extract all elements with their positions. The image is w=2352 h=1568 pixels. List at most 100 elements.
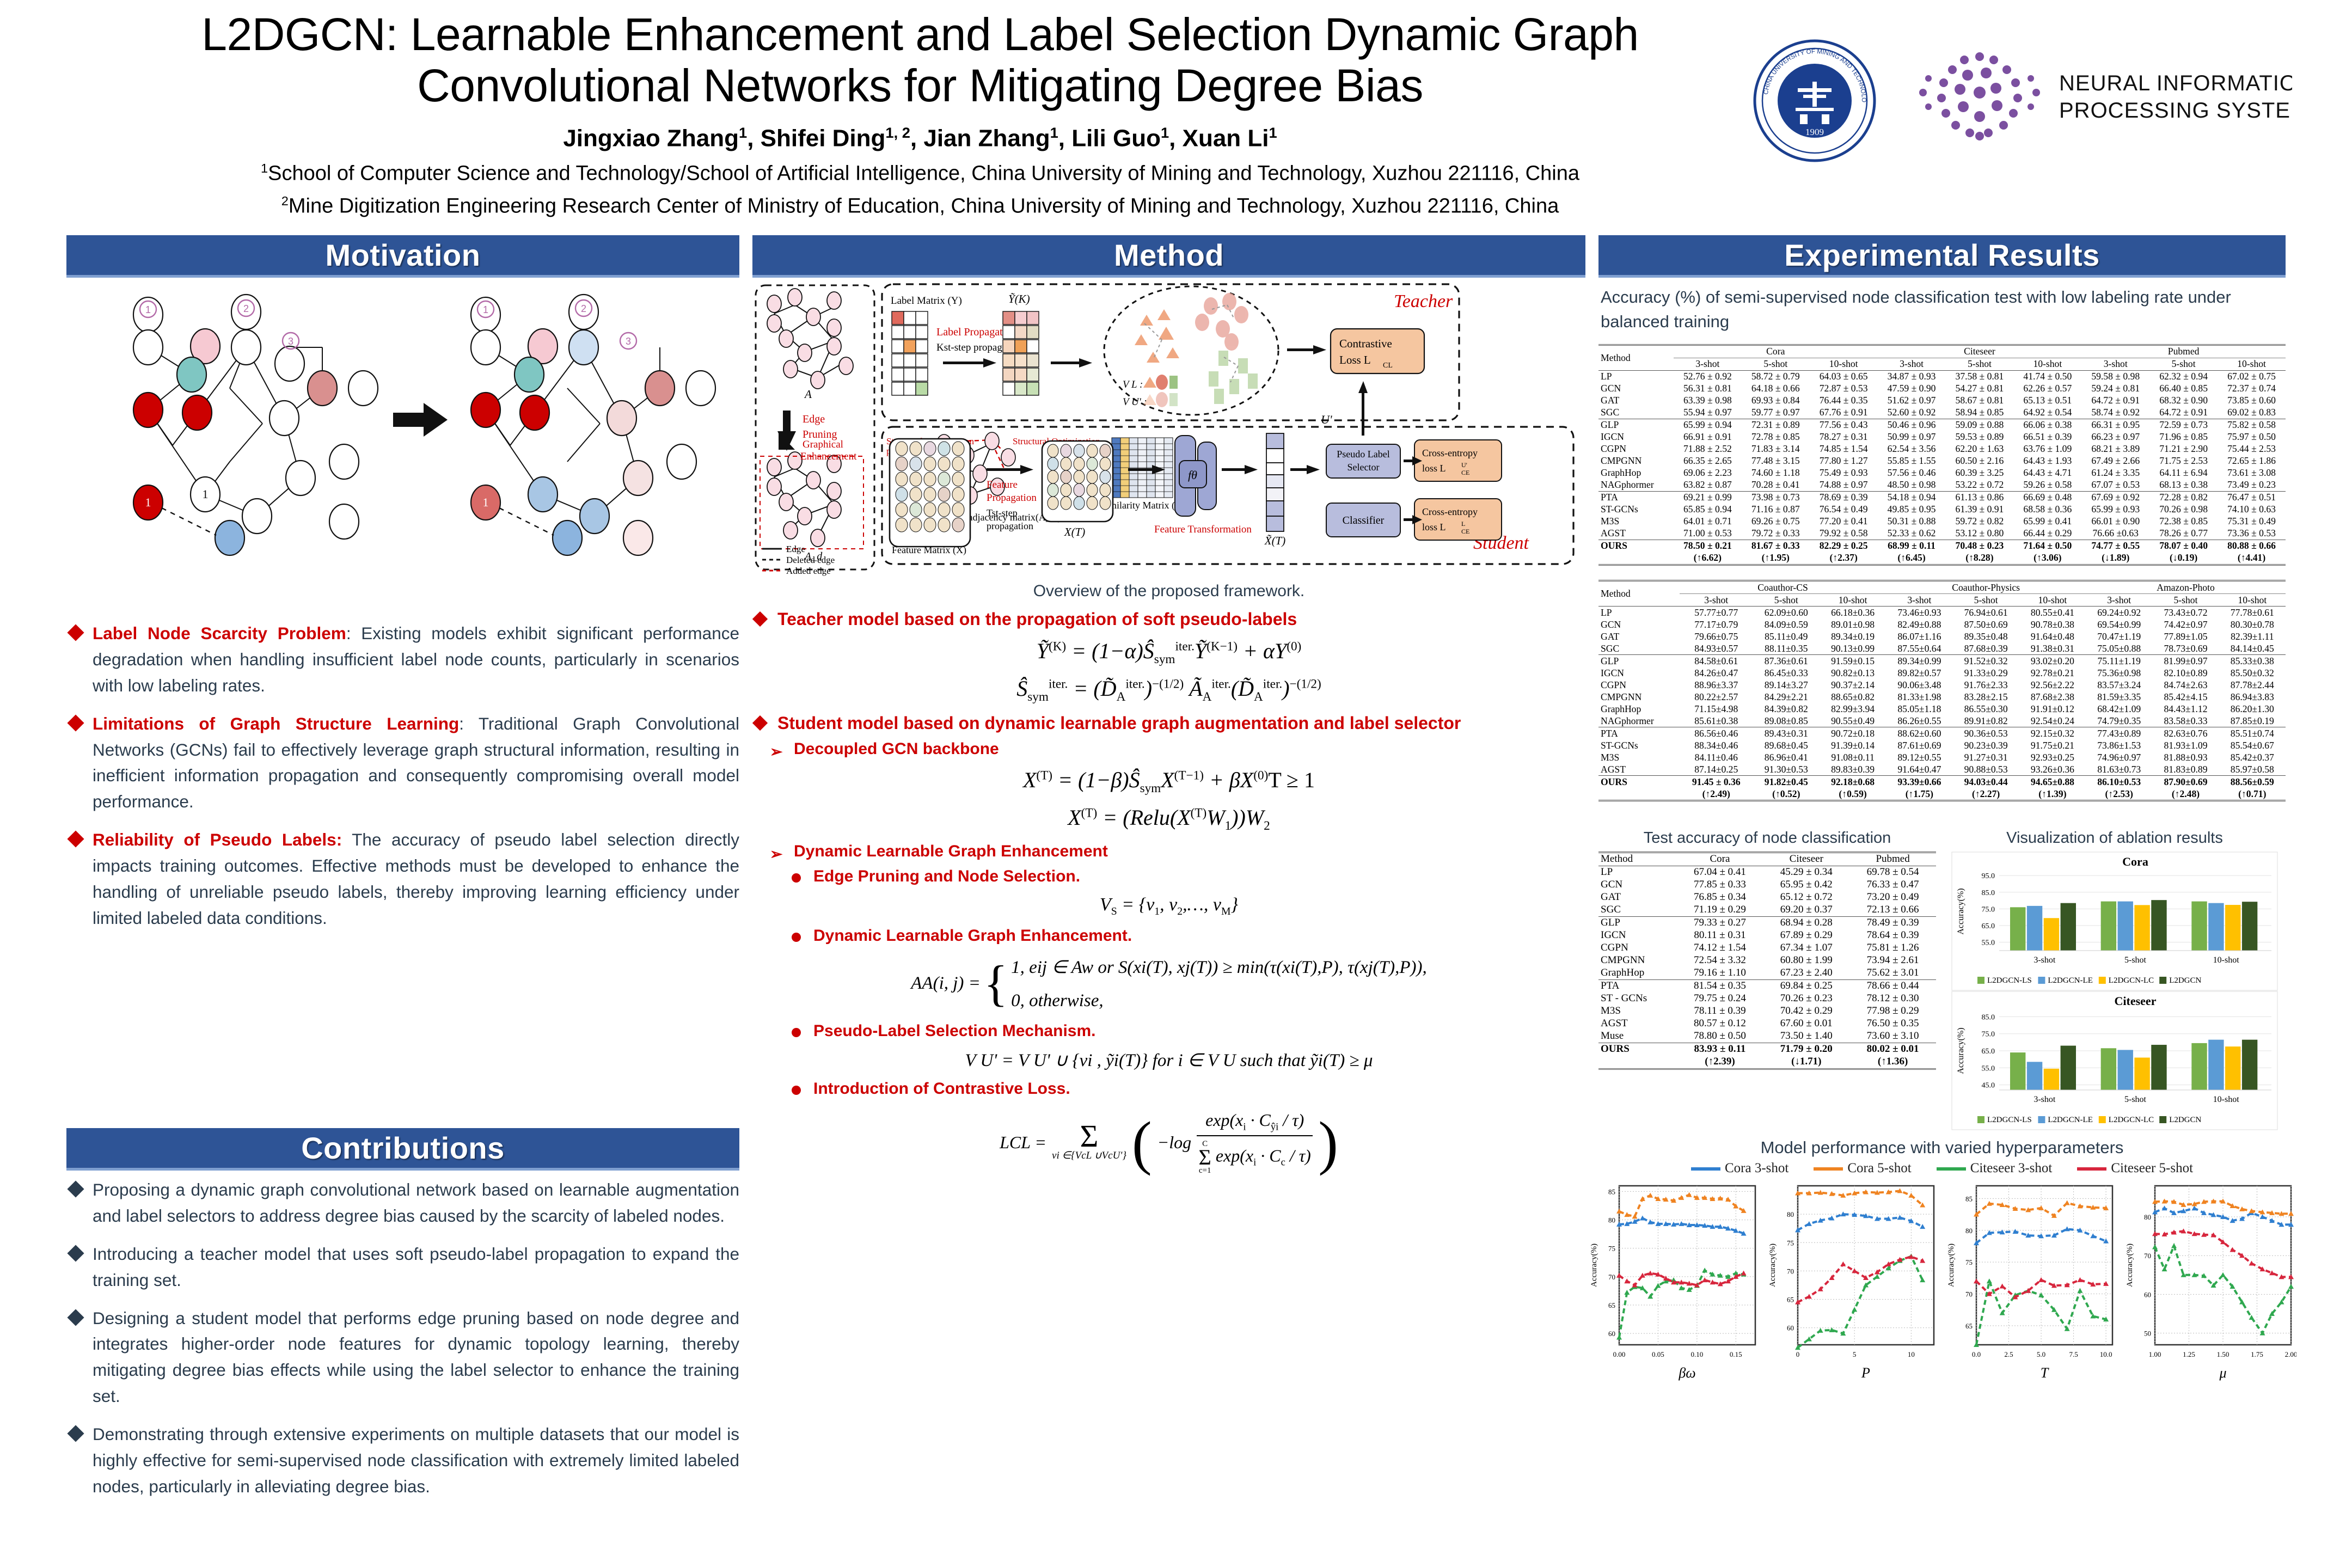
- chart-marker: [1717, 1195, 1723, 1200]
- table-cell-method: GLP: [1601, 917, 1620, 929]
- table-cell-value: 84.14±0.45: [2230, 642, 2274, 654]
- table-header-shot: 5-shot: [2171, 358, 2196, 370]
- chart-xtick: 0.15: [1730, 1350, 1742, 1358]
- table-row: GLP 79.33 ± 0.27 68.94 ± 0.28 78.49 ± 0.39: [1598, 916, 1936, 929]
- chart-marker: [1795, 1299, 1800, 1304]
- legend-swatch: [1690, 1167, 1720, 1171]
- chart-legend-swatch: [1977, 1116, 1984, 1123]
- table-cell-value: 87.90±0.69: [2164, 776, 2208, 787]
- table-cell-value: 81.54 ± 0.35: [1694, 980, 1746, 992]
- table-cell-value: 91.91±0.12: [2030, 703, 2074, 714]
- chart-xtick: 0.10: [1690, 1350, 1703, 1358]
- chart-xtick: 10: [1908, 1350, 1915, 1358]
- diamond-bullet-icon: [752, 715, 768, 731]
- chart-marker: [1874, 1216, 1880, 1221]
- chart-legend-swatch: [2038, 976, 2045, 984]
- chart-bar: [2191, 1043, 2207, 1090]
- table-cell-value: 73.46±0.93: [1897, 607, 1941, 618]
- hyperparam-charts: 60 65 70 75 80 85 0.00 0.05 0.10 0.15 Accuracy(%) β…: [1590, 1178, 2296, 1385]
- chart-marker: [1624, 1221, 1630, 1226]
- table-cell-value: 91.76±2.33: [1964, 679, 2008, 690]
- chart-marker: [1908, 1218, 1914, 1223]
- table-cell-method: PTA: [1601, 727, 1618, 739]
- method-subheading-backbone-label: Decoupled GCN backbone: [794, 740, 999, 758]
- affiliation-2: 2Mine Digitization Engineering Research …: [281, 194, 1559, 218]
- table-cell-value: 63.39 ± 0.98: [1683, 395, 1732, 406]
- chart-marker: [1639, 1215, 1645, 1221]
- chart-marker: [2269, 1210, 2275, 1215]
- table-header: Pubmed: [1876, 853, 1910, 865]
- chart-marker: [1806, 1336, 1812, 1342]
- table-header-shot: 3-shot: [1907, 594, 1932, 605]
- chart-marker: [1829, 1215, 1835, 1221]
- table-row: GCN 77.85 ± 0.33 65.95 ± 0.42 76.33 ± 0.47: [1598, 879, 1936, 891]
- table-cell-value: 80.57 ± 0.12: [1694, 1018, 1746, 1030]
- table-cell-value: 78.80 ± 0.50: [1694, 1030, 1746, 1042]
- chart-marker: [1639, 1196, 1645, 1201]
- table-cell-method: CMPGNN: [1601, 455, 1642, 467]
- chart-ylabel: Accuracy(%): [2126, 1244, 2134, 1287]
- table-cell-value: 86.20±1.30: [2230, 703, 2274, 714]
- table-header-dataset: Citeseer: [1964, 346, 1995, 357]
- table-cell-value: 66.18±0.36: [1831, 607, 1875, 618]
- table-cell-value: 66.40 ± 0.85: [2159, 383, 2208, 394]
- table-cell-value: 78.64 ± 0.39: [1866, 929, 1919, 941]
- chart-marker: [2152, 1199, 2158, 1204]
- method-bullet-dynamic-enhancement-label: Dynamic Learnable Graph Enhancement.: [813, 926, 1132, 945]
- table-cell-value: 69.54±0.99: [2097, 618, 2141, 630]
- table-cell-value: 87.68±2.38: [2030, 691, 2074, 702]
- table-cell-method: GAT: [1601, 891, 1621, 903]
- table-cell-method: IGCN: [1601, 929, 1626, 941]
- chart-bar: [2117, 901, 2133, 951]
- chart-ytick: 75.0: [1982, 1031, 1995, 1039]
- table-cell-value: 82.29 ± 0.25: [1819, 540, 1868, 552]
- table-cell-method: OURS: [1601, 1043, 1630, 1055]
- chart-marker: [1663, 1275, 1669, 1281]
- table-cell-value: 73.60 ± 3.10: [1866, 1030, 1919, 1042]
- table-cell-value: 78.11 ± 0.39: [1694, 1005, 1746, 1017]
- table-cell-value: 85.61±0.38: [1694, 715, 1738, 726]
- table-row: NAGphormer 85.61±0.38 89.08±0.85 90.55±0.49…: [1598, 715, 2286, 727]
- chart-marker: [1806, 1221, 1812, 1226]
- table-cell-value: 89.91±0.82: [1964, 715, 2008, 726]
- diagram-label-vu: V U' :: [1123, 396, 1147, 408]
- table-header-shot: 5-shot: [2173, 594, 2198, 605]
- chart-xtick: 10-shot: [2213, 955, 2240, 965]
- table-cell-value: 85.33±0.38: [2230, 655, 2274, 666]
- chart-line: [2154, 1242, 2292, 1336]
- chart-marker: [1974, 1342, 1979, 1347]
- chart-marker: [2201, 1273, 2207, 1278]
- chart-marker: [1986, 1291, 1992, 1296]
- table-header-shot: 3-shot: [1900, 358, 1924, 370]
- legend-swatch: [1936, 1167, 1966, 1171]
- table-cell-value: 48.50 ± 0.98: [1887, 479, 1936, 491]
- framework-figure-caption: Overview of the proposed framework.: [1033, 582, 1305, 600]
- chart-marker: [1885, 1265, 1891, 1271]
- table-cell-value: 74.60 ± 1.18: [1751, 467, 1800, 479]
- table-cell-value: 79.66±0.75: [1694, 630, 1738, 642]
- chart-marker: [2288, 1211, 2294, 1216]
- chart-marker: [1624, 1278, 1630, 1284]
- table-row-delta: (↑2.39) (↓1.71) (↑1.36): [1598, 1056, 1936, 1069]
- table-cell-method: AGST: [1601, 763, 1626, 775]
- table-cell-value: 89.83±0.39: [1831, 763, 1875, 775]
- diagram-label-ce-u-1: Cross-entropy: [1422, 448, 1478, 458]
- table-cell-value: 72.78 ± 0.85: [1751, 431, 1800, 443]
- table-cell-value: 54.18 ± 0.94: [1887, 492, 1936, 503]
- table-cell-value: 49.85 ± 0.95: [1887, 504, 1936, 515]
- table-cell-value: 76.94±0.61: [1964, 607, 2008, 618]
- table-cell-delta: (↑6.45): [1897, 552, 1926, 564]
- table-header-shot: 10-shot: [2033, 358, 2062, 370]
- table-cell-value: 84.74±2.63: [2164, 679, 2208, 690]
- equation-5: VS = {v1, v2,…, vM}: [1099, 895, 1239, 917]
- chart-marker: [2269, 1270, 2275, 1276]
- table-cell-delta: (↑2.48): [2171, 788, 2200, 799]
- table-cell-method: SGC: [1601, 407, 1620, 418]
- table-header-shot: 10-shot: [2237, 358, 2266, 370]
- chart-marker: [1733, 1228, 1739, 1233]
- ablation-chart-citeseer: Citeseer 45.0 55.0 65.0 75.0 85.0 Accuracy(%) 3…: [1951, 991, 2278, 1130]
- table-row: IGCN 80.11 ± 0.31 67.89 ± 0.29 78.64 ± 0.39: [1598, 929, 1936, 942]
- diagram-legend-edge: Edge: [786, 544, 805, 554]
- equation-8-sub: vi ∈{VcL ∪VcU'}: [1052, 1149, 1126, 1161]
- table-header-shot: 5-shot: [1974, 594, 1998, 605]
